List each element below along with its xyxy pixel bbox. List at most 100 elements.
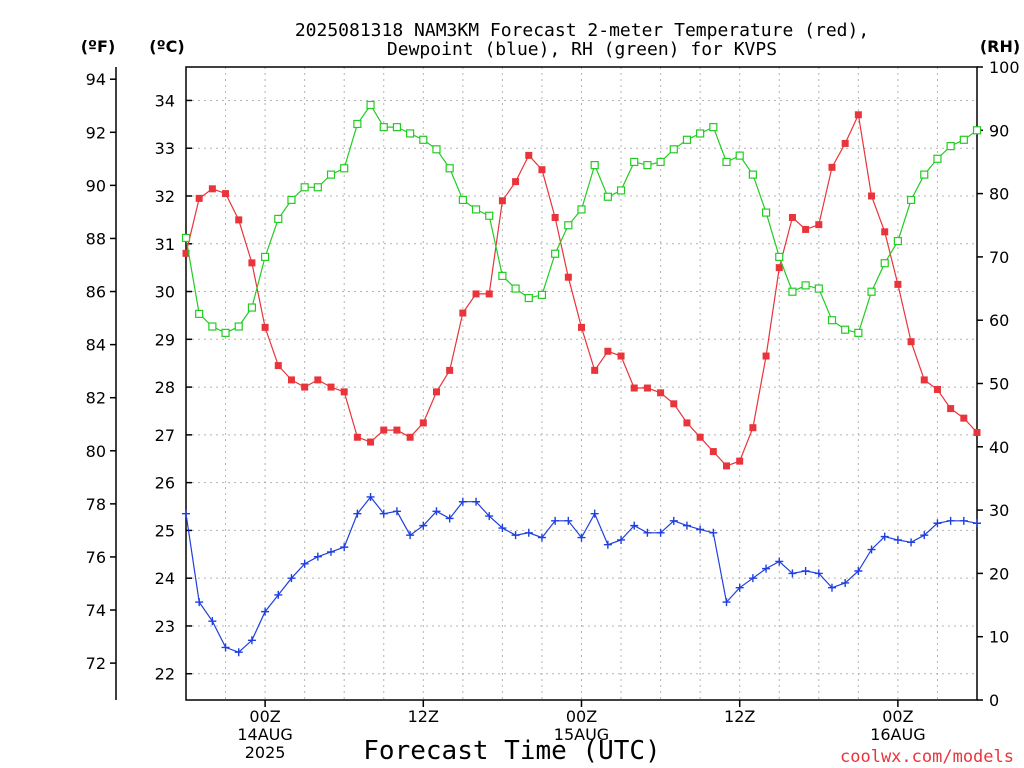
dewpoint-point-33 [617, 535, 626, 544]
rh-point-12 [340, 164, 349, 173]
fahrenheit-tick-label-7: 86 [86, 283, 106, 302]
rh-point-36 [656, 157, 665, 167]
rh-point-55 [906, 195, 916, 205]
dewpoint-point-21 [458, 497, 467, 506]
time-tick-label-1-0: 12Z [408, 707, 439, 726]
dewpoint-point-28 [551, 516, 560, 525]
title-line-2: Dewpoint (blue), RH (green) for KVPS [387, 39, 777, 60]
temperature-point-20 [446, 366, 454, 374]
temperature-point-23 [485, 290, 493, 298]
dewpoint-point-1 [195, 598, 204, 607]
dewpoint-point-10 [313, 552, 322, 561]
dewpoint-point-58 [946, 516, 955, 525]
dewpoint-point-27 [537, 533, 546, 542]
temperature-point-46 [788, 213, 796, 221]
dewpoint-point-48 [814, 569, 823, 578]
temperature-point-25 [512, 178, 520, 186]
rh-point-29 [564, 221, 573, 230]
celsius-tick-label-8: 30 [155, 283, 175, 302]
celsius-tick-label-6: 28 [155, 378, 175, 397]
temperature-point-49 [828, 163, 836, 171]
temperature-point-14 [367, 438, 375, 446]
dewpoint-point-57 [933, 519, 942, 528]
temperature-point-54 [894, 280, 902, 288]
rh-point-17 [406, 129, 415, 138]
dewpoint-point-22 [472, 497, 481, 506]
rh-point-11 [326, 170, 336, 179]
rh-point-24 [498, 271, 507, 280]
dewpoint-point-7 [274, 590, 283, 599]
rh-point-22 [471, 205, 481, 214]
time-tick-label-4-1: 16AUG [870, 725, 925, 744]
fahrenheit-tick-label-2: 76 [86, 548, 106, 567]
fahrenheit-tick-label-8: 88 [86, 229, 106, 248]
temperature-point-32 [604, 347, 612, 355]
rh-point-42 [735, 151, 744, 160]
dewpoint-point-26 [524, 528, 533, 537]
x-axis-title: Forecast Time (UTC) [363, 736, 660, 766]
rh-point-56 [920, 170, 929, 179]
dewpoint-point-4 [234, 648, 243, 657]
temperature-point-2 [208, 185, 216, 193]
rh-tick-label-7: 70 [989, 248, 1009, 267]
dewpoint-point-42 [735, 583, 744, 592]
dewpoint-point-55 [907, 538, 916, 547]
fahrenheit-unit-label: (ºF) [81, 37, 116, 56]
temperature-point-55 [907, 338, 915, 346]
plot-border [185, 66, 978, 701]
rh-point-51 [854, 328, 863, 337]
dewpoint-point-14 [366, 492, 375, 501]
rh-point-21 [458, 195, 467, 205]
temperature-point-15 [380, 426, 388, 434]
celsius-tick-label-4: 26 [155, 474, 175, 493]
dewpoint-point-39 [696, 525, 705, 534]
dewpoint-point-3 [221, 643, 230, 652]
rh-tick-label-1: 10 [989, 628, 1009, 647]
dewpoint-point-30 [577, 533, 586, 542]
dewpoint-point-29 [564, 516, 573, 525]
dewpoint-point-25 [511, 531, 520, 540]
dewpoint-point-54 [893, 535, 902, 544]
dewpoint-point-17 [406, 531, 415, 540]
temperature-point-11 [327, 383, 335, 391]
rh-point-57 [933, 154, 942, 163]
dewpoint-point-40 [709, 528, 718, 537]
dewpoint-point-19 [432, 507, 441, 516]
temperature-point-26 [525, 151, 533, 159]
rh-point-10 [313, 183, 322, 192]
dewpoint-point-6 [261, 607, 270, 616]
rh-point-52 [867, 287, 876, 296]
time-tick-label-0-2: 2025 [245, 743, 286, 762]
temperature-point-0 [182, 249, 190, 257]
temperature-point-1 [195, 194, 203, 202]
temperature-point-39 [696, 433, 704, 441]
rh-tick-label-3: 30 [989, 501, 1009, 520]
fahrenheit-tick-label-1: 74 [86, 601, 106, 620]
temperature-point-59 [960, 414, 968, 422]
rh-axis: 0 10 20 30 40 50 60 70 80 90 100 [977, 58, 1020, 710]
dewpoint-point-12 [340, 543, 349, 552]
temperature-point-4 [235, 216, 243, 224]
temperature-point-27 [538, 166, 546, 174]
time-tick-label-0-1: 14AUG [237, 725, 292, 744]
rh-point-30 [577, 205, 586, 214]
dewpoint-point-60 [973, 519, 981, 528]
rh-tick-label-0: 0 [989, 691, 999, 710]
rh-point-0 [181, 233, 191, 243]
temperature-point-38 [683, 419, 691, 427]
time-tick-label-2-0: 00Z [566, 707, 597, 726]
dewpoint-point-18 [419, 521, 428, 530]
temperature-point-5 [248, 259, 256, 267]
celsius-tick-label-9: 31 [155, 235, 175, 254]
rh-point-46 [788, 287, 797, 296]
dewpoint-point-49 [827, 583, 836, 592]
temperature-point-41 [723, 462, 731, 470]
rh-point-34 [630, 157, 639, 167]
rh-point-7 [274, 214, 283, 224]
title-line-1: 2025081318 NAM3KM Forecast 2-meter Tempe… [295, 20, 869, 41]
dewpoint-point-47 [801, 567, 810, 576]
fahrenheit-tick-label-11: 94 [86, 70, 106, 89]
temperature-point-44 [762, 352, 770, 360]
dewpoint-point-51 [854, 567, 863, 576]
